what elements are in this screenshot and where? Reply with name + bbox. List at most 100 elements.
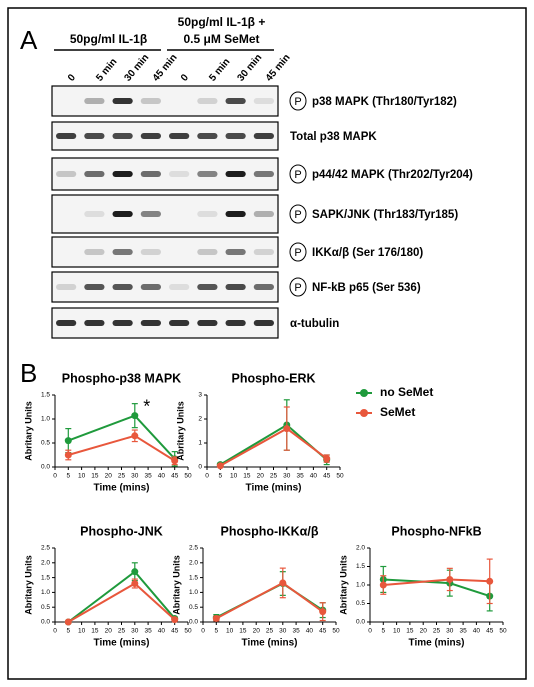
panel-label: A: [20, 25, 38, 55]
y-axis-label: Abritary Units: [175, 401, 185, 461]
series-line: [67, 570, 176, 623]
chart-title: Phospho-IKKα/β: [221, 524, 319, 538]
x-tick-label: 45: [323, 473, 331, 480]
x-tick-label: 25: [270, 473, 278, 480]
x-tick-label: 0: [201, 628, 205, 635]
y-tick-label: 0: [198, 464, 202, 471]
lane-label: 45 min: [151, 52, 180, 83]
band: [112, 211, 133, 217]
band: [225, 284, 246, 290]
panel-label: B: [20, 358, 37, 388]
y-tick-label: 1: [198, 440, 202, 447]
lane-label: 30 min: [123, 52, 152, 83]
chart-title: Phospho-NFkB: [391, 524, 481, 538]
data-point: [446, 575, 454, 583]
band: [56, 249, 76, 255]
x-axis-label: Time (mins): [246, 483, 302, 494]
chart-title: Phospho-ERK: [231, 371, 315, 385]
blot-label: NF-kB p65 (Ser 536): [312, 282, 421, 294]
x-tick-label: 0: [368, 628, 372, 635]
phospho-circle: [289, 91, 307, 111]
chart-title: Phospho-JNK: [80, 524, 163, 538]
x-tick-label: 45: [171, 473, 179, 480]
legend-label: SeMet: [380, 405, 415, 419]
x-tick-label: 35: [144, 628, 152, 635]
x-tick-label: 5: [214, 628, 218, 635]
y-tick-label: 0.0: [41, 464, 50, 471]
x-tick-label: 25: [433, 628, 441, 635]
band: [169, 211, 189, 217]
x-tick-label: 5: [381, 628, 385, 635]
y-tick-label: 1.5: [356, 563, 365, 570]
lane-label: 0: [179, 72, 191, 84]
x-tick-label: 20: [105, 628, 113, 635]
band: [112, 98, 133, 104]
y-tick-label: 2.0: [356, 545, 365, 552]
series-line: [215, 581, 324, 620]
legend-label: no SeMet: [380, 385, 433, 399]
x-tick-label: 35: [292, 628, 300, 635]
data-point: [216, 462, 224, 470]
x-tick-label: 25: [266, 628, 274, 635]
data-point: [131, 568, 139, 576]
x-tick-label: 15: [239, 628, 247, 635]
x-tick-label: 5: [218, 473, 222, 480]
band: [112, 133, 133, 139]
lane-label: 5 min: [94, 57, 119, 84]
band: [197, 284, 218, 290]
group-header: 0.5 μM SeMet: [183, 32, 259, 46]
data-point: [379, 581, 387, 589]
data-point: [486, 577, 494, 585]
x-tick-label: 20: [420, 628, 428, 635]
lane-label: 30 min: [236, 52, 265, 83]
band: [84, 249, 105, 255]
x-tick-label: 45: [319, 628, 327, 635]
y-tick-label: 0.5: [41, 604, 50, 611]
band: [140, 320, 161, 326]
band: [84, 133, 105, 139]
x-tick-label: 30: [131, 628, 139, 635]
chart-title: Phospho-p38 MAPK: [62, 371, 181, 385]
band: [112, 249, 133, 255]
y-tick-label: 3: [198, 392, 202, 399]
x-tick-label: 35: [144, 473, 152, 480]
phospho-symbol: P: [294, 209, 301, 221]
band: [197, 98, 218, 104]
band: [253, 133, 274, 139]
phospho-circle: [289, 277, 307, 297]
x-tick-label: 30: [283, 473, 291, 480]
x-tick-label: 50: [499, 628, 507, 635]
x-axis-label: Time (mins): [94, 483, 150, 494]
x-tick-label: 15: [91, 473, 99, 480]
band: [225, 249, 246, 255]
x-tick-label: 40: [310, 473, 318, 480]
band: [84, 211, 105, 217]
x-tick-label: 30: [446, 628, 454, 635]
phospho-symbol: P: [294, 282, 301, 294]
y-tick-label: 0.5: [41, 440, 50, 447]
x-tick-label: 40: [158, 628, 166, 635]
x-tick-label: 35: [296, 473, 304, 480]
data-point: [171, 616, 179, 624]
band: [56, 171, 77, 177]
data-point: [171, 457, 179, 465]
x-tick-label: 5: [66, 473, 70, 480]
band: [253, 98, 274, 104]
phospho-circle: [289, 242, 307, 262]
data-point: [283, 425, 291, 433]
x-tick-label: 15: [406, 628, 414, 635]
y-tick-label: 2.0: [189, 560, 198, 567]
band: [169, 284, 190, 290]
x-tick-label: 40: [473, 628, 481, 635]
y-tick-label: 1.0: [41, 589, 50, 596]
x-tick-label: 10: [226, 628, 234, 635]
y-tick-label: 1.5: [189, 574, 198, 581]
band: [253, 320, 274, 326]
x-axis-label: Time (mins): [94, 638, 150, 649]
legend-marker: [360, 389, 368, 397]
x-tick-label: 50: [336, 473, 344, 480]
x-tick-label: 50: [184, 473, 192, 480]
phospho-symbol: P: [294, 169, 301, 181]
band: [84, 320, 105, 326]
